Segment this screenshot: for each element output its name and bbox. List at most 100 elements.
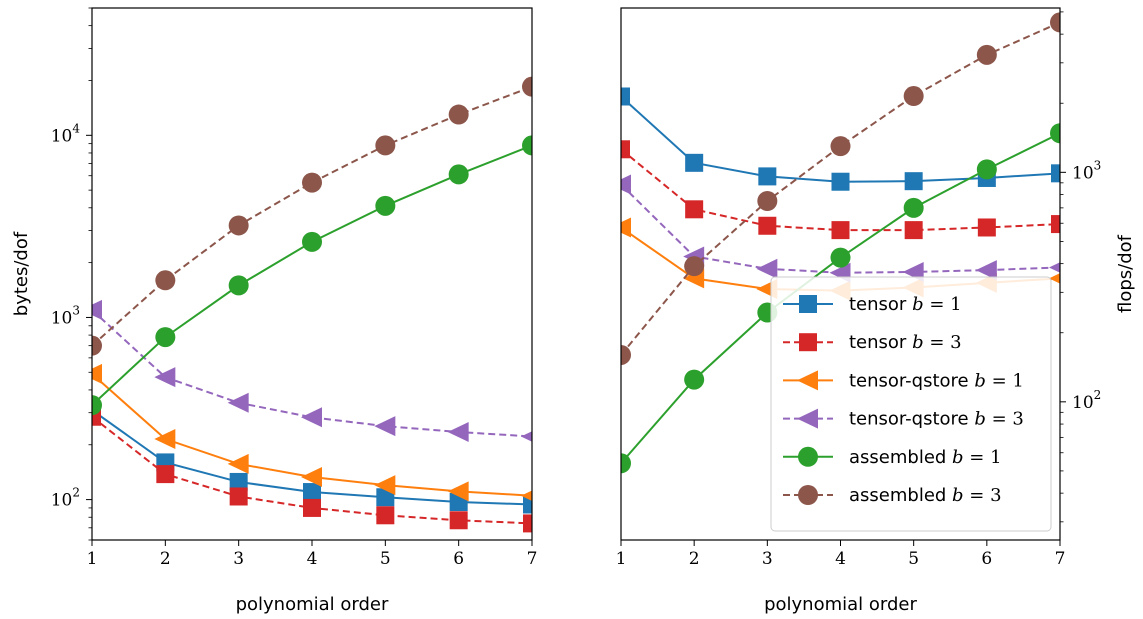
x-axis-label: polynomial order	[764, 594, 917, 615]
data-point	[375, 195, 396, 216]
data-point	[303, 483, 321, 502]
data-point	[684, 369, 705, 390]
data-point	[523, 514, 532, 533]
legend-entry: tensor b = 1	[783, 294, 962, 315]
legend-entry: tensor b = 3	[783, 332, 962, 353]
data-point	[621, 174, 631, 195]
series-4	[92, 135, 532, 416]
left-panel: 1 2 3 4 5 6 7 102 103 104 polynomial order bytes/do…	[11, 7, 537, 615]
data-point	[1051, 215, 1060, 234]
x-tick-label: 6	[981, 549, 992, 569]
data-point	[757, 190, 778, 211]
data-point	[448, 104, 469, 125]
data-point	[229, 472, 248, 491]
series-1	[92, 407, 532, 533]
data-point	[904, 221, 923, 240]
legend-marker	[798, 446, 818, 467]
legend-label: tensor-qstore b = 3	[849, 409, 1024, 430]
series-2	[92, 363, 532, 502]
data-point	[156, 465, 175, 484]
legend-label: tensor b = 1	[849, 294, 962, 315]
y-tick-label: 102	[51, 486, 80, 511]
data-point	[448, 164, 469, 185]
legend-box	[770, 276, 1052, 532]
data-point	[228, 275, 249, 296]
data-point	[92, 363, 102, 384]
series-4	[621, 123, 1060, 474]
data-point	[374, 475, 396, 496]
data-point	[976, 159, 997, 180]
legend-marker	[798, 485, 818, 505]
plot-area	[92, 76, 532, 533]
series-1	[621, 140, 1060, 240]
data-point	[376, 488, 395, 507]
x-tick-label: 3	[762, 549, 773, 569]
data-point	[621, 453, 631, 474]
data-point	[522, 135, 532, 156]
x-tick-label: 3	[233, 549, 244, 569]
data-point	[1050, 123, 1060, 144]
data-point	[685, 153, 704, 172]
x-tick-label: 5	[908, 549, 919, 569]
data-point	[621, 140, 630, 159]
data-point	[92, 395, 102, 416]
y-axis-label: flops/dof	[1115, 234, 1136, 313]
data-point	[154, 367, 176, 388]
data-point	[756, 258, 778, 279]
legend-marker	[799, 333, 817, 352]
legend-label: tensor-qstore b = 1	[849, 370, 1024, 391]
data-point	[758, 216, 777, 235]
data-point	[830, 247, 851, 268]
legend-label: tensor b = 3	[849, 332, 962, 353]
data-point	[302, 172, 322, 193]
data-point	[376, 506, 395, 525]
series-5	[92, 76, 532, 356]
data-point	[92, 299, 102, 320]
data-point	[830, 136, 851, 157]
legend-entry: assembled b = 1	[783, 446, 1002, 468]
data-point	[303, 498, 321, 517]
x-tick-label: 2	[689, 549, 700, 569]
y-tick-label: 104	[51, 121, 81, 146]
data-point	[831, 221, 850, 240]
x-tick-label: 1	[87, 549, 98, 569]
x-tick-label: 2	[160, 549, 171, 569]
legend-label: assembled b = 1	[849, 447, 1002, 468]
data-point	[229, 487, 248, 506]
data-point	[302, 231, 322, 252]
data-point	[977, 218, 996, 237]
data-point	[227, 453, 249, 474]
data-point	[976, 44, 997, 65]
legend-entry: tensor-qstore b = 3	[783, 408, 1024, 430]
data-point	[1051, 164, 1060, 183]
series-5	[621, 12, 1060, 365]
x-tick-label: 7	[1055, 549, 1066, 569]
data-point	[522, 76, 532, 97]
legend: tensor b = 1 tensor b = 3 tensor-qstore b …	[770, 276, 1052, 532]
data-point	[447, 422, 469, 443]
data-point	[621, 87, 630, 106]
x-tick-label: 4	[835, 549, 846, 569]
data-point	[1049, 273, 1060, 284]
x-axis-label: polynomial order	[236, 594, 389, 615]
data-point	[447, 481, 469, 502]
data-point	[1049, 262, 1060, 273]
data-point	[523, 495, 532, 514]
data-point	[155, 327, 176, 348]
x-tick-label: 6	[453, 549, 464, 569]
y-tick-label: 102	[1072, 388, 1101, 413]
legend-marker	[797, 408, 818, 429]
data-point	[301, 467, 322, 488]
data-point	[758, 167, 777, 186]
data-point	[621, 217, 631, 238]
y-tick-label: 103	[51, 303, 80, 328]
x-tick-label: 4	[307, 549, 318, 569]
data-point	[684, 256, 705, 277]
data-point	[831, 172, 850, 191]
series-3	[92, 299, 532, 443]
y-tick-label: 103	[1072, 158, 1101, 183]
data-point	[521, 431, 532, 442]
legend-entry: assembled b = 3	[783, 485, 1002, 506]
data-point	[449, 511, 468, 530]
